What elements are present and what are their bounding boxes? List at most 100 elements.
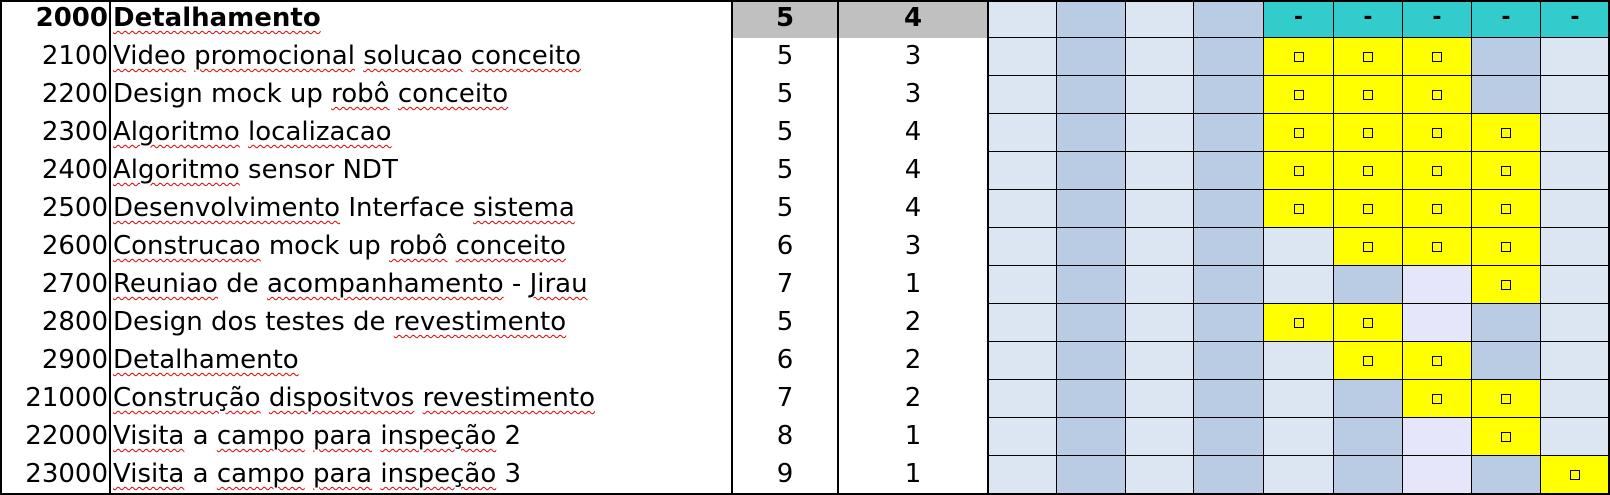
- gantt-cell[interactable]: [1334, 114, 1403, 152]
- header-gantt-cell[interactable]: [1057, 0, 1126, 38]
- gantt-cell[interactable]: [1264, 152, 1334, 190]
- gantt-cell[interactable]: [1334, 76, 1403, 114]
- task-col4[interactable]: 2: [904, 307, 922, 337]
- header-code[interactable]: 2000: [35, 3, 108, 33]
- task-col3[interactable]: 5: [776, 193, 794, 223]
- gantt-cell[interactable]: [1541, 304, 1610, 342]
- gantt-cell[interactable]: [1194, 152, 1264, 190]
- task-col4[interactable]: 2: [904, 383, 922, 413]
- gantt-cell[interactable]: [1194, 76, 1264, 114]
- gantt-cell[interactable]: [988, 380, 1057, 418]
- gantt-cell[interactable]: [1264, 380, 1334, 418]
- gantt-cell[interactable]: [1541, 266, 1610, 304]
- gantt-cell[interactable]: [1194, 228, 1264, 266]
- task-name[interactable]: Design mock up robô conceito: [110, 76, 732, 114]
- header-gantt-cell[interactable]: [1194, 0, 1264, 38]
- gantt-cell[interactable]: [1264, 342, 1334, 380]
- header-gantt-cell[interactable]: -: [1264, 0, 1334, 38]
- gantt-cell[interactable]: [1194, 456, 1264, 495]
- gantt-cell[interactable]: [1057, 456, 1126, 495]
- gantt-cell[interactable]: [1194, 304, 1264, 342]
- task-col3[interactable]: 5: [776, 155, 794, 185]
- gantt-cell[interactable]: [1126, 190, 1194, 228]
- gantt-cell[interactable]: [1403, 190, 1472, 228]
- task-col4[interactable]: 3: [904, 41, 922, 71]
- gantt-cell[interactable]: [1472, 38, 1541, 76]
- task-col4[interactable]: 4: [904, 117, 922, 147]
- gantt-cell[interactable]: [1264, 114, 1334, 152]
- gantt-cell[interactable]: [988, 342, 1057, 380]
- gantt-cell[interactable]: [1057, 228, 1126, 266]
- task-name[interactable]: Reuniao de acompanhamento - Jirau: [110, 266, 732, 304]
- gantt-cell[interactable]: [1472, 342, 1541, 380]
- gantt-cell[interactable]: [1472, 418, 1541, 456]
- gantt-cell[interactable]: [988, 38, 1057, 76]
- gantt-cell[interactable]: [1541, 76, 1610, 114]
- gantt-cell[interactable]: [1194, 418, 1264, 456]
- gantt-cell[interactable]: [1472, 266, 1541, 304]
- task-col4[interactable]: 1: [904, 269, 922, 299]
- task-code[interactable]: 2400: [41, 155, 108, 185]
- gantt-cell[interactable]: [1334, 190, 1403, 228]
- task-col3[interactable]: 6: [776, 231, 794, 261]
- task-col3[interactable]: 8: [776, 421, 794, 451]
- task-code[interactable]: 2100: [41, 41, 108, 71]
- task-code[interactable]: 2200: [41, 79, 108, 109]
- task-code[interactable]: 21000: [25, 383, 108, 413]
- gantt-cell[interactable]: [1057, 114, 1126, 152]
- task-col3[interactable]: 5: [776, 117, 794, 147]
- gantt-cell[interactable]: [1264, 304, 1334, 342]
- task-name[interactable]: Desenvolvimento Interface sistema: [110, 190, 732, 228]
- gantt-cell[interactable]: [1057, 190, 1126, 228]
- task-name[interactable]: Algoritmo sensor NDT: [110, 152, 732, 190]
- task-col4[interactable]: 2: [904, 345, 922, 375]
- task-col3[interactable]: 5: [776, 79, 794, 109]
- gantt-cell[interactable]: [1126, 266, 1194, 304]
- gantt-cell[interactable]: [1403, 228, 1472, 266]
- task-code[interactable]: 2900: [41, 345, 108, 375]
- gantt-cell[interactable]: [1194, 38, 1264, 76]
- task-name[interactable]: Algoritmo localizacao: [110, 114, 732, 152]
- gantt-cell[interactable]: [1057, 76, 1126, 114]
- gantt-cell[interactable]: [988, 228, 1057, 266]
- task-name[interactable]: Construção dispositvos revestimento: [110, 380, 732, 418]
- gantt-cell[interactable]: [988, 418, 1057, 456]
- gantt-cell[interactable]: [1403, 152, 1472, 190]
- gantt-cell[interactable]: [1472, 190, 1541, 228]
- gantt-cell[interactable]: [1126, 228, 1194, 266]
- gantt-cell[interactable]: [1541, 190, 1610, 228]
- gantt-cell[interactable]: [1194, 342, 1264, 380]
- gantt-cell[interactable]: [1334, 228, 1403, 266]
- task-col3[interactable]: 5: [776, 41, 794, 71]
- header-col4[interactable]: 4: [838, 0, 988, 38]
- task-name[interactable]: Detalhamento: [110, 342, 732, 380]
- task-col4[interactable]: 3: [904, 79, 922, 109]
- gantt-cell[interactable]: [1194, 380, 1264, 418]
- gantt-cell[interactable]: [1403, 342, 1472, 380]
- task-col3[interactable]: 5: [776, 307, 794, 337]
- gantt-cell[interactable]: [1057, 380, 1126, 418]
- task-name[interactable]: Video promocional solucao conceito: [110, 38, 732, 76]
- task-code[interactable]: 22000: [25, 421, 108, 451]
- task-col4[interactable]: 1: [904, 459, 922, 489]
- gantt-cell[interactable]: [1541, 228, 1610, 266]
- gantt-cell[interactable]: [1472, 228, 1541, 266]
- gantt-cell[interactable]: [1057, 342, 1126, 380]
- gantt-cell[interactable]: [1334, 266, 1403, 304]
- task-col4[interactable]: 4: [904, 155, 922, 185]
- gantt-cell[interactable]: [1334, 418, 1403, 456]
- gantt-cell[interactable]: [1472, 380, 1541, 418]
- header-col3[interactable]: 5: [732, 0, 838, 38]
- task-code[interactable]: 2800: [41, 307, 108, 337]
- gantt-cell[interactable]: [988, 114, 1057, 152]
- gantt-cell[interactable]: [1126, 342, 1194, 380]
- gantt-cell[interactable]: [1403, 418, 1472, 456]
- task-col4[interactable]: 3: [904, 231, 922, 261]
- gantt-cell[interactable]: [1541, 114, 1610, 152]
- gantt-cell[interactable]: [1541, 38, 1610, 76]
- header-gantt-cell[interactable]: -: [1334, 0, 1403, 38]
- gantt-cell[interactable]: [1126, 456, 1194, 495]
- gantt-cell[interactable]: [1403, 380, 1472, 418]
- gantt-cell[interactable]: [1334, 380, 1403, 418]
- header-gantt-cell[interactable]: -: [1403, 0, 1472, 38]
